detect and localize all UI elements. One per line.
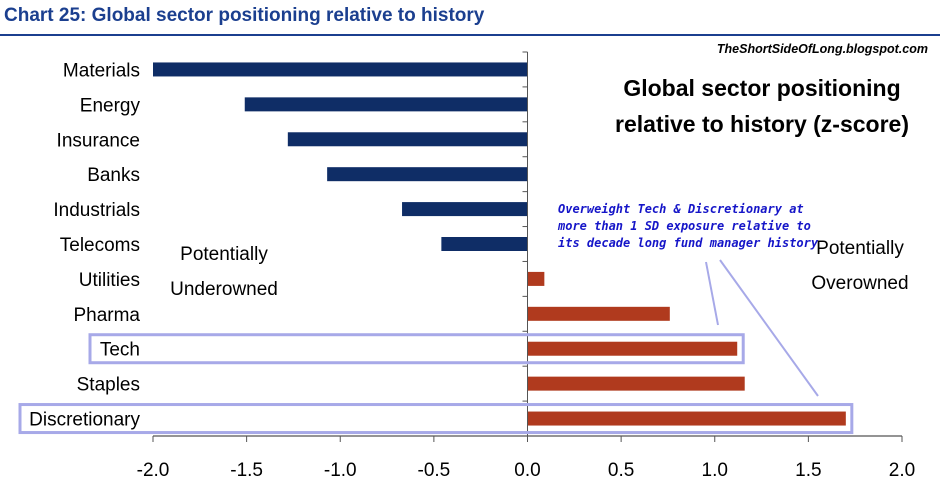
bar-discretionary [527,411,846,426]
highlight-box-discretionary [18,403,854,435]
bar-pharma [527,306,670,321]
bar-materials [153,62,528,77]
category-label-insurance: Insurance [57,130,140,151]
bar-banks [327,167,528,182]
x-tick-label: 0.5 [608,460,634,481]
x-tick-label: -1.5 [230,460,263,481]
chart-header-title: Chart 25: Global sector positioning rela… [4,5,485,26]
bar-telecoms [441,237,528,251]
source-credit: TheShortSideOfLong.blogspot.com [717,42,928,56]
inner-chart-title: Global sector positioning [623,75,900,101]
bar-staples [527,376,745,391]
overowned-label: Potentially [816,238,904,259]
category-label-materials: Materials [63,60,140,81]
category-label-tech: Tech [100,340,140,361]
bar-utilities [527,271,545,286]
header-divider [0,34,940,36]
callout-text: more than 1 SD exposure relative to [557,219,811,233]
category-label-staples: Staples [77,375,140,396]
inner-chart-title: relative to history (z-score) [615,111,909,137]
x-tick-label: -0.5 [418,460,451,481]
category-label-pharma: Pharma [73,305,140,326]
bar-tech [527,341,738,356]
x-tick-label: 0.0 [514,460,540,481]
callout-leader-discretionary [719,259,819,397]
callout-leader-tech [705,261,719,326]
bar-industrials [402,202,528,217]
bar-energy [244,97,528,112]
highlight-box-tech [88,333,745,365]
x-tick-label: -1.0 [324,460,357,481]
underowned-label: Underowned [170,279,278,300]
category-label-banks: Banks [87,165,140,186]
overowned-label: Overowned [811,273,908,294]
underowned-label: Potentially [180,244,268,265]
category-label-utilities: Utilities [79,270,140,291]
x-tick-label: -2.0 [137,460,170,481]
bar-insurance [287,132,528,147]
x-tick-label: 1.5 [795,460,821,481]
callout-text: its decade long fund manager history [558,236,819,250]
x-tick-label: 1.0 [702,460,728,481]
category-label-discretionary: Discretionary [29,410,140,431]
category-label-telecoms: Telecoms [60,235,140,256]
category-label-industrials: Industrials [53,200,140,221]
x-tick-label: 2.0 [889,460,915,481]
callout-text: Overweight Tech & Discretionary at [558,202,804,216]
category-label-energy: Energy [80,95,141,116]
